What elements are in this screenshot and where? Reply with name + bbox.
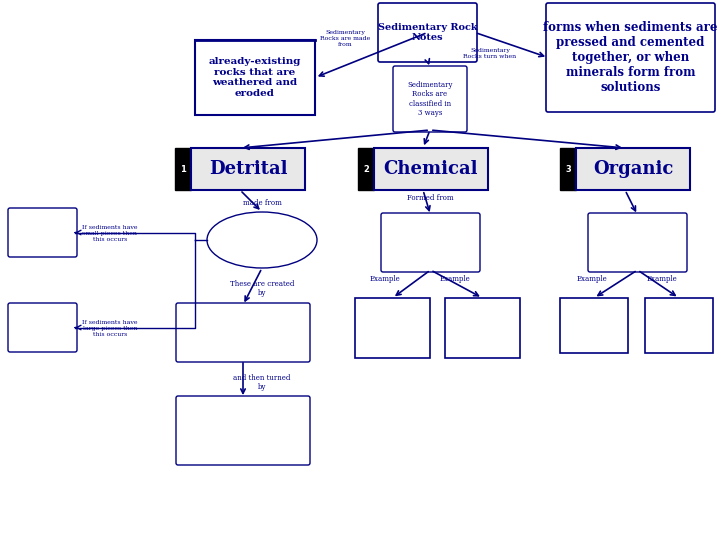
Text: already-existing
rocks that are
weathered and
eroded: already-existing rocks that are weathere…: [209, 57, 301, 98]
Text: Example: Example: [647, 275, 678, 283]
FancyBboxPatch shape: [588, 213, 687, 272]
Ellipse shape: [207, 212, 317, 268]
Bar: [374, 148, 488, 190]
Bar: [358, 148, 374, 190]
Text: forms when sediments are
pressed and cemented
together, or when
minerals form fr: forms when sediments are pressed and cem…: [544, 21, 718, 94]
Text: Sedimentary
Rocks are
classified in
3 ways: Sedimentary Rocks are classified in 3 wa…: [408, 81, 453, 117]
Text: Organic: Organic: [593, 160, 673, 178]
Text: Formed from: Formed from: [407, 194, 454, 202]
Text: Sedimentary
Rocks turn when: Sedimentary Rocks turn when: [464, 48, 516, 59]
Bar: [645, 298, 713, 353]
Text: These are created
by: These are created by: [230, 280, 294, 297]
Text: 2: 2: [363, 165, 369, 173]
Text: Detrital: Detrital: [209, 160, 287, 178]
Bar: [576, 148, 690, 190]
Text: 1: 1: [180, 165, 186, 173]
Bar: [355, 298, 430, 358]
FancyBboxPatch shape: [378, 3, 477, 62]
Text: Example: Example: [440, 275, 470, 283]
Bar: [191, 148, 305, 190]
FancyBboxPatch shape: [176, 303, 310, 362]
FancyBboxPatch shape: [546, 3, 715, 112]
FancyBboxPatch shape: [8, 208, 77, 257]
Text: 3: 3: [565, 165, 571, 173]
Bar: [560, 298, 628, 353]
Text: and then turned
by: and then turned by: [233, 374, 291, 391]
Bar: [560, 148, 576, 190]
FancyBboxPatch shape: [176, 396, 310, 465]
Bar: [195, 40, 315, 115]
Text: Sedimentary
Rocks are made
from: Sedimentary Rocks are made from: [320, 30, 370, 46]
Text: Example: Example: [577, 275, 608, 283]
Text: If sediments have
large pieces then
this occurs: If sediments have large pieces then this…: [82, 320, 138, 336]
Bar: [175, 148, 191, 190]
FancyBboxPatch shape: [8, 303, 77, 352]
Text: Chemical: Chemical: [384, 160, 478, 178]
Text: Example: Example: [369, 275, 400, 283]
Text: Sedimentary Rock
Notes: Sedimentary Rock Notes: [378, 23, 477, 42]
FancyBboxPatch shape: [393, 66, 467, 132]
FancyBboxPatch shape: [381, 213, 480, 272]
Text: If sediments have
small pieces then
this occurs: If sediments have small pieces then this…: [82, 225, 138, 241]
Bar: [445, 298, 520, 358]
Text: made from: made from: [243, 199, 282, 207]
